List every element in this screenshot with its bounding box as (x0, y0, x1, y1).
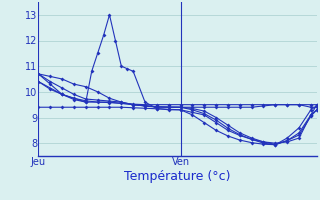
X-axis label: Température (°c): Température (°c) (124, 170, 231, 183)
